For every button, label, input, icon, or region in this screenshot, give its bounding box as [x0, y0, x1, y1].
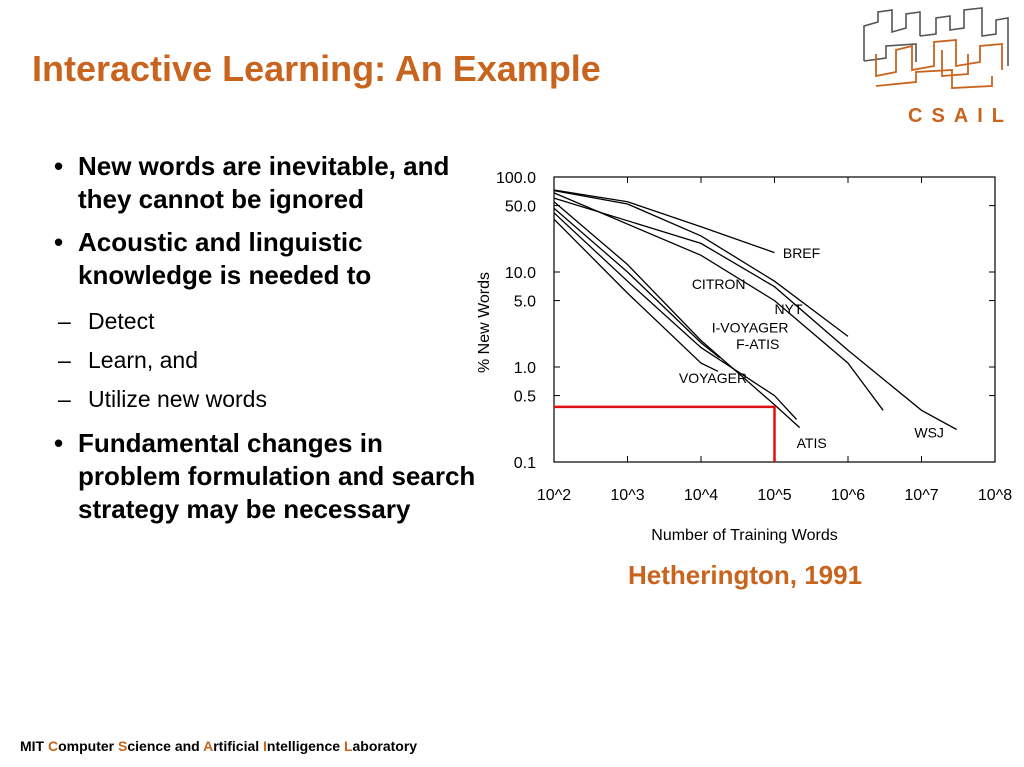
sub-bullet-text: Utilize new words [88, 386, 267, 412]
sub-bullet-item: – Detect [48, 302, 488, 341]
series-label: CITRON [692, 276, 746, 292]
footer-segment: ntelligence [266, 738, 344, 754]
sub-bullet-list: – Detect – Learn, and – Utilize new words [48, 302, 488, 419]
slide-title: Interactive Learning: An Example [32, 48, 601, 89]
x-tick-label: 10^7 [904, 487, 938, 504]
y-tick-label: 0.1 [514, 455, 536, 472]
x-tick-label: 10^5 [757, 487, 791, 504]
sub-bullet-text: Detect [88, 308, 155, 334]
x-tick-label: 10^6 [831, 487, 865, 504]
series-line-nyt [553, 192, 884, 411]
y-axis-label: % New Words [476, 272, 493, 373]
csail-logo-text: CSAIL [908, 105, 1013, 126]
bullet-text: Fundamental changes in problem formulati… [78, 428, 476, 524]
series-line-atis [553, 201, 801, 429]
x-tick-label: 10^3 [610, 487, 644, 504]
bullet-list: • New words are inevitable, and they cann… [48, 150, 488, 536]
bullet-text: New words are inevitable, and they canno… [78, 151, 450, 214]
bullet-marker: • [54, 227, 64, 257]
footer-segment: aboratory [352, 738, 418, 754]
y-tick-label: 10.0 [505, 265, 536, 282]
highlight-line [554, 405, 776, 462]
sub-bullet-marker: – [58, 386, 71, 412]
footer-lab-name: MIT Computer Science and Artificial Inte… [20, 738, 417, 754]
bullet-marker: • [54, 151, 64, 181]
x-tick-label: 10^2 [537, 487, 571, 504]
sub-bullet-item: – Utilize new words [48, 380, 488, 419]
series-line-i-voyager [553, 207, 721, 359]
y-tick-label: 50.0 [505, 199, 536, 216]
chart-container: 10^2 10^3 10^4 10^5 10^6 10^7 10^8 100.0 50.0 10.… [472, 160, 1024, 550]
sub-bullet-text: Learn, and [88, 347, 198, 373]
bullet-text: Acoustic and linguistic knowledge is nee… [78, 227, 372, 290]
x-tick-label: 10^4 [684, 487, 718, 504]
new-words-chart: 10^2 10^3 10^4 10^5 10^6 10^7 10^8 100.0 50.0 10.… [476, 170, 1012, 544]
series-line-bref [553, 189, 775, 254]
y-tick-label: 0.5 [514, 389, 536, 406]
footer-segment: MIT [20, 738, 48, 754]
footer-segment: C [48, 738, 59, 754]
footer-segment: I [263, 738, 267, 754]
footer-segment: cience and [127, 738, 204, 754]
bullet-item: • Acoustic and linguistic knowledge is ne… [48, 226, 488, 292]
series-label: ATIS [797, 435, 827, 451]
y-tick-label: 1.0 [514, 360, 536, 377]
citation: Hetherington, 1991 [628, 560, 863, 590]
series-line-wsj [553, 197, 957, 431]
y-tick-label: 5.0 [514, 294, 536, 311]
series-label: F-ATIS [736, 336, 779, 352]
csail-logo-graphic: CSAIL [863, 7, 1013, 127]
series-line-voyager [553, 218, 719, 372]
sub-bullet-item: – Learn, and [48, 341, 488, 380]
csail-logo: CSAIL [856, 6, 1016, 127]
series-line-citron [553, 189, 849, 337]
footer-segment: A [203, 738, 214, 754]
sub-bullet-marker: – [58, 347, 71, 373]
footer-segment: omputer [58, 738, 119, 754]
bullet-marker: • [54, 428, 64, 458]
series-label: I-VOYAGER [712, 320, 789, 336]
bullet-item: • New words are inevitable, and they cann… [48, 150, 488, 216]
series-label: NYT [775, 301, 803, 317]
footer-segment: S [118, 738, 128, 754]
series-label: VOYAGER [679, 370, 747, 386]
series-label: BREF [783, 245, 820, 261]
bullet-item: • Fundamental changes in problem formulat… [48, 427, 488, 526]
sub-bullet-marker: – [58, 308, 71, 334]
series-label: WSJ [914, 425, 944, 441]
x-tick-label: 10^8 [978, 487, 1012, 504]
footer-segment: L [343, 738, 353, 754]
series-line-f-atis [553, 212, 798, 420]
footer-segment: rtificial [213, 738, 264, 754]
y-tick-label: 100.0 [496, 170, 536, 187]
x-axis-label: Number of Training Words [651, 527, 837, 544]
